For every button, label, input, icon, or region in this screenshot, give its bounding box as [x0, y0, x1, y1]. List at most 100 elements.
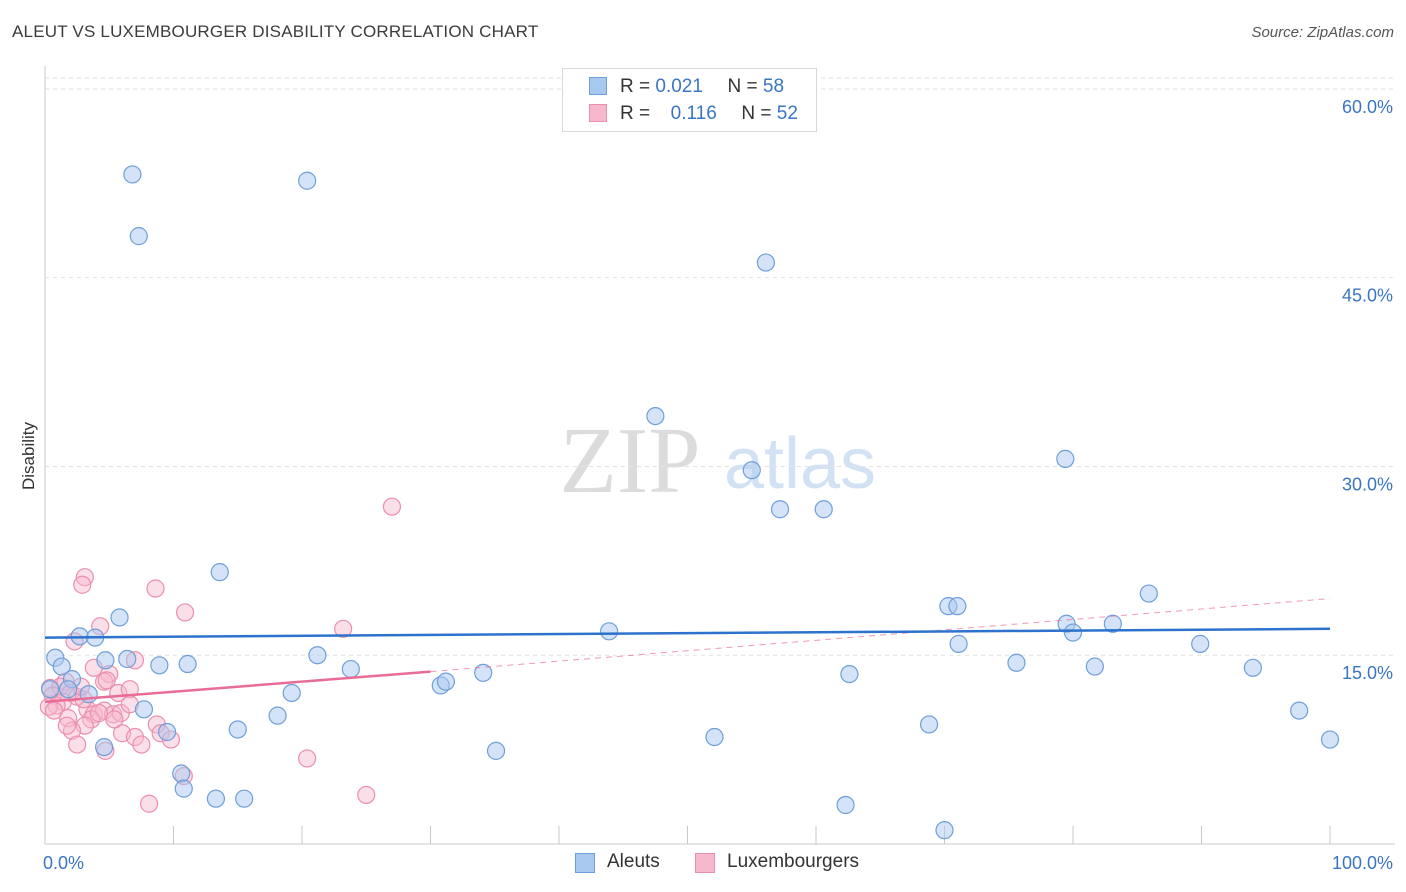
watermark: ZIP atlas: [560, 409, 877, 513]
aleut-point: [948, 597, 967, 616]
aleut-point: [935, 821, 954, 840]
aleut-point: [1007, 653, 1026, 672]
y-tick-label: 30.0%: [1342, 474, 1393, 494]
aleut-point: [1320, 730, 1340, 749]
aleut-point: [118, 649, 137, 669]
lux-r-label: R =: [620, 103, 651, 124]
aleut-point: [949, 634, 968, 653]
aleut-point: [282, 683, 301, 703]
aleut-point: [174, 779, 193, 798]
aleuts-legend-swatch: [575, 853, 595, 873]
luxembourger-swatch: [589, 104, 607, 122]
lux-n-label: N =: [741, 103, 772, 124]
aleut-point: [742, 461, 761, 480]
aleut-point: [157, 722, 177, 742]
chart-title: ALEUT VS LUXEMBOURGER DISABILITY CORRELA…: [12, 22, 539, 41]
luxembourger-point: [68, 735, 87, 754]
aleut-point: [836, 795, 855, 815]
aleut-point: [41, 680, 60, 699]
aleut-point: [110, 608, 129, 627]
aleut-point: [79, 685, 98, 704]
grid: [45, 77, 1395, 656]
aleut-point: [59, 680, 78, 699]
luxembourger-point: [175, 603, 195, 622]
aleut-point: [770, 500, 790, 519]
aleut-point: [646, 406, 665, 426]
legend-item-aleuts[interactable]: Aleuts: [575, 850, 685, 876]
y-tick-label: 15.0%: [1342, 663, 1393, 683]
aleut-point: [1243, 658, 1263, 677]
x-tick-label: 0.0%: [43, 853, 84, 873]
aleut-point: [1290, 701, 1309, 720]
x-tick-label: 100.0%: [1332, 853, 1393, 873]
aleut-point: [1063, 623, 1083, 642]
aleut-point: [123, 165, 142, 184]
legend-item-luxembourgers[interactable]: Luxembourgers: [695, 850, 875, 876]
aleut-point: [486, 741, 506, 760]
aleut-point: [436, 672, 456, 691]
aleut-r-label: R =: [620, 76, 651, 97]
luxembourger-point: [146, 579, 165, 598]
luxembourger-point: [57, 716, 76, 735]
aleut-point: [268, 706, 287, 725]
luxembourger-trend-line: [44, 670, 431, 704]
axes: [44, 66, 1395, 845]
luxembourger-point: [73, 575, 92, 594]
aleut-trend-line: [44, 627, 1331, 639]
luxembourger-point: [89, 704, 109, 723]
aleut-r-value: 0.021: [655, 76, 703, 97]
aleut-point: [95, 737, 114, 757]
aleut-point: [1191, 634, 1210, 653]
aleut-point: [228, 720, 247, 739]
stats-legend: R = 0.021 N = 58 R = 0.116 N = 52: [562, 68, 817, 132]
aleut-swatch: [589, 77, 607, 95]
aleut-point: [341, 659, 360, 679]
aleut-n-value: 58: [762, 76, 785, 97]
luxembourger-point: [62, 721, 82, 740]
y-tick-label: 45.0%: [1342, 286, 1393, 306]
aleut-points: [41, 165, 1340, 840]
y-tick-label: 60.0%: [1342, 97, 1393, 117]
aleut-point: [134, 700, 154, 719]
luxembourger-point: [97, 671, 116, 690]
lux-n-value: 52: [776, 103, 798, 124]
luxembourger-point: [382, 497, 402, 516]
aleut-point: [206, 789, 226, 808]
luxembourger-point: [120, 680, 139, 699]
luxembourger-point: [105, 710, 124, 729]
aleut-point: [172, 764, 191, 783]
aleut-point: [814, 500, 833, 519]
aleut-point: [129, 227, 148, 246]
luxembourger-point: [132, 735, 151, 754]
aleut-point: [705, 727, 724, 747]
aleut-point: [840, 664, 859, 684]
luxembourger-point: [298, 749, 317, 768]
y-axis-label: Disability: [19, 421, 38, 490]
trend-lines: [44, 598, 1331, 704]
luxembourgers-legend-swatch: [695, 853, 715, 873]
aleut-point: [756, 253, 775, 272]
aleut-point: [919, 715, 939, 734]
luxembourger-point: [357, 785, 376, 805]
source-credit: Source: ZipAtlas.com: [1251, 24, 1394, 41]
aleut-point: [308, 646, 327, 665]
aleut-point: [210, 563, 229, 582]
watermark-zip: ZIP: [560, 409, 701, 513]
aleut-point: [1085, 657, 1104, 676]
aleut-point: [1056, 449, 1075, 468]
luxembourger-point: [139, 794, 159, 813]
aleut-point: [600, 622, 619, 641]
aleut-point: [150, 656, 169, 675]
aleut-point: [1103, 614, 1122, 633]
aleut-n-label: N =: [727, 76, 758, 97]
lux-r-value: 0.116: [670, 103, 717, 124]
y-tick-labels: 15.0% 30.0% 45.0% 60.0%: [1342, 97, 1393, 683]
x-tick-labels: 0.0% 100.0%: [43, 853, 1393, 873]
aleut-point: [235, 789, 254, 808]
aleut-point: [52, 657, 71, 676]
aleut-point: [1139, 584, 1158, 603]
aleuts-legend-label: Aleuts: [607, 851, 660, 872]
luxembourger-trend-extension: [430, 598, 1331, 673]
luxembourger-point: [125, 727, 145, 747]
